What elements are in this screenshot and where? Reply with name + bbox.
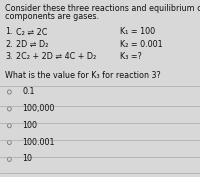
Text: 10: 10 bbox=[22, 155, 32, 163]
Text: components are gases.: components are gases. bbox=[5, 12, 99, 21]
Text: 1.: 1. bbox=[5, 27, 12, 36]
Text: 100.001: 100.001 bbox=[22, 138, 55, 147]
Text: K₁ = 100: K₁ = 100 bbox=[120, 27, 155, 36]
Text: 100,000: 100,000 bbox=[22, 104, 55, 113]
Text: 2.: 2. bbox=[5, 40, 13, 49]
Text: 100: 100 bbox=[22, 121, 37, 130]
Text: Consider these three reactions and equilibrium constants. Assume all: Consider these three reactions and equil… bbox=[5, 4, 200, 13]
Text: K₃ =?: K₃ =? bbox=[120, 52, 142, 61]
Text: 2C₂ + 2D ⇌ 4C + D₂: 2C₂ + 2D ⇌ 4C + D₂ bbox=[16, 52, 96, 61]
Text: 3.: 3. bbox=[5, 52, 12, 61]
Text: C₂ ⇌ 2C: C₂ ⇌ 2C bbox=[16, 27, 47, 36]
Text: What is the value for K₃ for reaction 3?: What is the value for K₃ for reaction 3? bbox=[5, 71, 161, 80]
Text: 2D ⇌ D₂: 2D ⇌ D₂ bbox=[16, 40, 48, 49]
Text: 0.1: 0.1 bbox=[22, 87, 35, 96]
Text: K₂ = 0.001: K₂ = 0.001 bbox=[120, 40, 163, 49]
